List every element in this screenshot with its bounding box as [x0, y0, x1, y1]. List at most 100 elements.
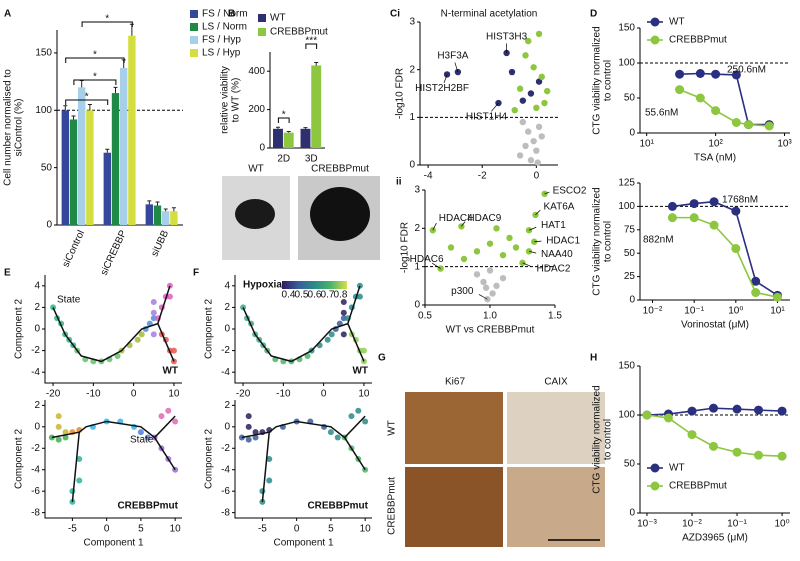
- panel-letter: D: [590, 9, 597, 20]
- x-tick-label: 10⁻¹: [684, 306, 704, 317]
- point: [535, 30, 543, 38]
- point: [732, 404, 742, 414]
- y-tick-label: 125: [618, 178, 635, 189]
- error-bar: [105, 148, 110, 153]
- x-tick-label: 10⁻¹: [727, 519, 747, 530]
- annotation: CREBBPmut: [117, 501, 178, 512]
- point: [511, 106, 518, 114]
- cell-point: [62, 434, 69, 441]
- point: [519, 97, 527, 104]
- y-tick-label: 50: [624, 93, 636, 104]
- leader: [528, 226, 537, 231]
- error-bar: [303, 127, 308, 129]
- x-tick-label: -20: [236, 389, 251, 400]
- point: [764, 121, 774, 131]
- point: [777, 406, 787, 416]
- point: [543, 87, 551, 95]
- colorbar: [282, 281, 347, 289]
- point: [732, 447, 742, 457]
- y-axis-label: CTG viability normalized: [592, 187, 603, 295]
- point: [667, 201, 677, 211]
- point: [519, 118, 527, 126]
- colorbar-tick-label: 0.8: [334, 290, 348, 301]
- error-bar: [113, 86, 118, 94]
- x-tick-label: 10⁰: [775, 519, 790, 530]
- y-tick-label: 100: [618, 410, 635, 421]
- error-bar: [163, 208, 168, 212]
- y-tick-label: 0: [629, 128, 635, 139]
- leader: [443, 74, 448, 83]
- point: [522, 52, 529, 59]
- significance-bracket: [65, 99, 109, 105]
- y-tick-label: -2: [31, 443, 40, 454]
- point: [731, 244, 741, 254]
- point: [458, 223, 465, 230]
- point: [538, 73, 545, 81]
- panel-letter: E: [4, 268, 11, 279]
- y-axis-label: to control: [603, 221, 614, 262]
- y-tick-label: 150: [35, 48, 52, 59]
- point: [525, 128, 532, 135]
- point: [493, 282, 500, 290]
- point: [508, 68, 516, 76]
- cell-point: [245, 436, 252, 443]
- y-tick-label: 100: [618, 201, 635, 212]
- point: [731, 70, 741, 80]
- significance: *: [85, 92, 89, 103]
- y-tick-label: -4: [221, 367, 230, 378]
- error-bar: [71, 115, 76, 120]
- colorbar-tick-label: 0.6: [308, 290, 322, 301]
- significance-bracket: [81, 21, 133, 27]
- y-tick-label: 2: [224, 400, 230, 411]
- point: [731, 206, 741, 216]
- point-label: HIST1H4: [466, 112, 508, 123]
- point: [493, 225, 500, 232]
- legend-marker: [650, 463, 660, 473]
- y-axis-label: to control: [603, 60, 614, 101]
- panel-letter: G: [378, 353, 386, 364]
- y-tick-label: 3: [409, 17, 415, 28]
- point-label: HDAC9: [467, 213, 501, 224]
- x-tick-label: 0: [321, 389, 327, 400]
- legend-marker: [650, 35, 660, 45]
- cell-point: [304, 353, 311, 359]
- trajectory-backbone: [242, 285, 365, 363]
- point: [516, 85, 524, 92]
- y-tick-label: -8: [31, 507, 40, 518]
- y-tick-label: 150: [618, 361, 635, 372]
- y-axis-label: relative viability: [220, 66, 231, 134]
- y-tick-label: 75: [624, 224, 636, 235]
- y-tick-label: 3: [414, 185, 420, 196]
- x-tick-label: -5: [258, 524, 267, 535]
- y-tick-label: 2: [414, 223, 420, 234]
- x-axis-label: TSA (nM): [694, 153, 736, 164]
- cell-point: [327, 429, 334, 436]
- cell-point: [252, 429, 259, 436]
- cell-point: [55, 413, 62, 420]
- legend-label: CREBBPmut: [270, 27, 328, 38]
- point-label: HIST2H2BF: [415, 83, 469, 94]
- panel-letter: B: [228, 9, 235, 20]
- column-label: CAIX: [544, 377, 568, 388]
- y-tick-label: -2: [221, 345, 230, 356]
- y-tick-label: 0: [46, 220, 52, 231]
- y-axis-label: CTG viability normalized: [592, 385, 603, 493]
- point-label: H3F3A: [437, 51, 468, 62]
- point: [708, 403, 718, 413]
- annotation: WT: [352, 366, 368, 377]
- point: [499, 251, 507, 259]
- point: [675, 85, 685, 95]
- legend-label: WT: [270, 13, 286, 24]
- cell-point: [245, 423, 252, 430]
- point: [663, 413, 673, 423]
- point: [473, 271, 481, 278]
- y-tick-label: 0: [34, 421, 40, 432]
- point-label: HDAC1: [546, 235, 580, 246]
- x-tick-label: 0.5: [418, 311, 432, 322]
- caix-image: [507, 467, 605, 547]
- bar: [273, 128, 283, 148]
- point-label: p300: [451, 286, 474, 297]
- y-axis-label: Cell number normalised to: [3, 69, 14, 186]
- bar: [300, 128, 311, 148]
